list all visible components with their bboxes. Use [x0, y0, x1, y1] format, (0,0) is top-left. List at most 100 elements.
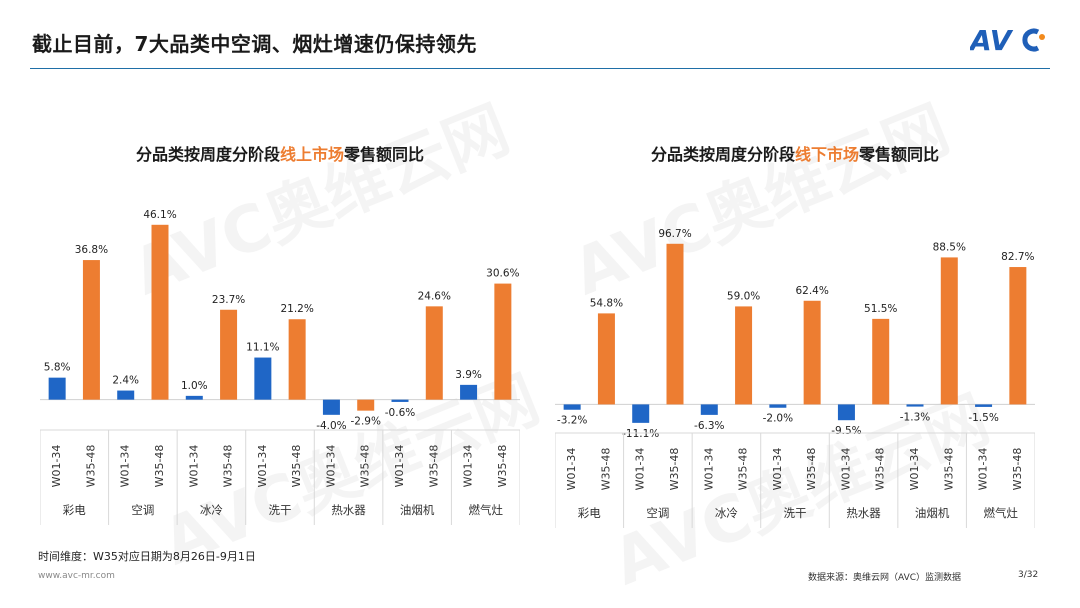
bar-w35-48 [288, 319, 306, 400]
period-tick-label: W35-48 [942, 448, 955, 491]
bar-w35-48 [940, 257, 958, 405]
bar-w35-48 [494, 283, 512, 400]
period-tick-label: W01-34 [187, 445, 200, 488]
avc-logo: AV [970, 24, 1045, 57]
category-label: 彩电 [578, 506, 601, 520]
offline-sales-chart: 分品类按周度分阶段线下市场零售额同比 -3.2% -11.1% -6.3% -2.0% -… [555, 145, 1035, 528]
period-tick-label: W35-48 [153, 445, 166, 488]
category-label: 燃气灶 [468, 503, 503, 517]
data-label: 96.7% [658, 228, 691, 240]
online-sales-chart: 分品类按周度分阶段线上市场零售额同比 5.8% 2.4% 1.0% 11.1% -4.0%… [40, 145, 520, 525]
bar-w01-34 [563, 404, 581, 410]
period-tick-label: W35-48 [599, 448, 612, 491]
chart-title-part: 线下市场 [795, 145, 859, 164]
period-tick-label: W35-48 [668, 448, 681, 491]
bar-w35-48 [1009, 267, 1027, 405]
bar-w35-48 [666, 243, 684, 405]
chart-title-part: 线上市场 [280, 145, 344, 164]
chart-title-part: 零售额同比 [343, 145, 424, 164]
category-label: 燃气灶 [983, 506, 1018, 520]
data-label: 24.6% [418, 290, 451, 302]
data-label: 21.2% [280, 303, 313, 315]
data-label: -1.5% [968, 412, 998, 424]
bar-w01-34 [117, 390, 135, 400]
period-tick-label: W35-48 [222, 445, 235, 488]
bar-w01-34 [391, 399, 409, 402]
data-label: 54.8% [590, 297, 623, 309]
header-divider [30, 68, 1050, 69]
category-label: 热水器 [331, 503, 366, 517]
period-tick-label: W01-34 [908, 448, 921, 491]
period-tick-label: W35-48 [359, 445, 372, 488]
data-label: 11.1% [246, 342, 279, 354]
data-label: -6.3% [694, 420, 724, 432]
bar-w01-34 [906, 404, 924, 407]
bar-w35-48 [151, 224, 169, 400]
period-tick-label: W01-34 [702, 448, 715, 491]
bar-w35-48 [357, 399, 375, 411]
category-label: 空调 [131, 503, 154, 517]
data-label: 2.4% [112, 375, 139, 387]
bar-w01-34 [769, 404, 787, 408]
bar-w35-48 [735, 306, 753, 405]
time-dimension-note: 时间维度：W35对应日期为8月26日-9月1日 [38, 550, 256, 563]
chart-title: 分品类按周度分阶段线下市场零售额同比 [651, 145, 939, 164]
website-url[interactable]: www.avc-mr.com [38, 571, 115, 581]
chart-title-part: 分品类按周度分阶段 [136, 145, 281, 164]
data-label: -9.5% [831, 425, 861, 437]
category-label: 空调 [646, 506, 669, 520]
data-label: 59.0% [727, 290, 760, 302]
period-tick-label: W01-34 [324, 445, 337, 488]
period-tick-label: W35-48 [427, 445, 440, 488]
data-label: 1.0% [181, 380, 208, 392]
data-label: 30.6% [486, 268, 519, 280]
period-tick-label: W35-48 [1011, 448, 1024, 491]
category-label: 热水器 [846, 506, 881, 520]
period-tick-label: W01-34 [256, 445, 269, 488]
data-label: 23.7% [212, 294, 245, 306]
data-label: -0.6% [385, 407, 415, 419]
bar-w35-48 [425, 306, 443, 400]
data-label: -3.2% [557, 415, 587, 427]
period-tick-label: W01-34 [634, 448, 647, 491]
data-label: -4.0% [316, 420, 346, 432]
chart-title: 分品类按周度分阶段线上市场零售额同比 [136, 145, 424, 164]
category-label: 冰冷 [200, 503, 223, 517]
bar-w35-48 [872, 318, 890, 405]
period-tick-label: W01-34 [839, 448, 852, 491]
chart-title-part: 分品类按周度分阶段 [651, 145, 796, 164]
data-label: -1.3% [900, 412, 930, 424]
data-label: 5.8% [44, 362, 71, 374]
period-tick-label: W01-34 [50, 445, 63, 488]
category-label: 油烟机 [915, 506, 950, 520]
data-source: 数据来源：奥维云网（AVC）监测数据 [808, 573, 962, 583]
data-label: -2.0% [763, 413, 793, 425]
bar-w01-34 [700, 404, 718, 415]
category-label: 油烟机 [400, 503, 435, 517]
period-tick-label: W01-34 [565, 448, 578, 491]
data-label: 88.5% [933, 241, 966, 253]
period-tick-label: W01-34 [977, 448, 990, 491]
period-tick-label: W01-34 [462, 445, 475, 488]
period-tick-label: W35-48 [84, 445, 97, 488]
data-label: 82.7% [1001, 251, 1034, 263]
category-label: 彩电 [63, 503, 86, 517]
bar-w01-34 [632, 404, 650, 423]
data-label: -11.1% [622, 428, 659, 440]
bar-w35-48 [803, 300, 821, 405]
bar-w01-34 [837, 404, 855, 421]
data-label: 62.4% [795, 285, 828, 297]
period-tick-label: W01-34 [771, 448, 784, 491]
bar-w35-48 [597, 313, 615, 405]
bar-w01-34 [185, 395, 203, 400]
chart-title-part: 零售额同比 [858, 145, 939, 164]
page-title: 截止目前，7大品类中空调、烟灶增速仍保持领先 [32, 32, 477, 56]
period-tick-label: W01-34 [393, 445, 406, 488]
data-label: 51.5% [864, 303, 897, 315]
period-tick-label: W35-48 [737, 448, 750, 491]
period-tick-label: W35-48 [805, 448, 818, 491]
data-label: -2.9% [350, 416, 380, 428]
bar-w35-48 [82, 260, 100, 400]
data-label: 46.1% [143, 209, 176, 221]
bar-w01-34 [48, 377, 66, 400]
